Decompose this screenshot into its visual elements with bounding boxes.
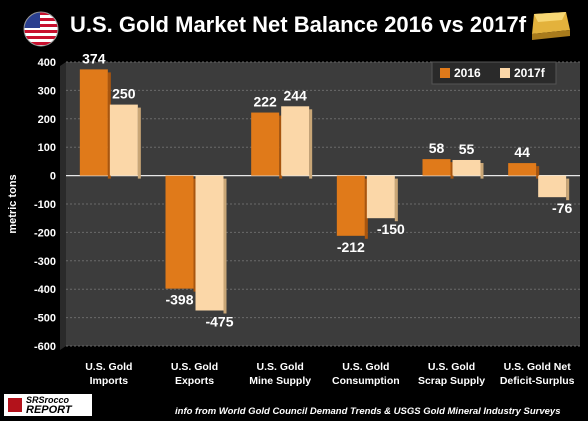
- logo-line1: SRSrocco: [26, 395, 70, 405]
- data-label: -398: [165, 292, 193, 308]
- bar-side: [223, 178, 227, 314]
- bar-side: [309, 109, 313, 179]
- bar-side: [279, 115, 283, 179]
- bar-side: [364, 178, 368, 239]
- y-tick-label: 0: [50, 171, 56, 183]
- bar-2017f: [109, 104, 138, 176]
- bar-2016: [336, 175, 365, 236]
- y-tick-label: -100: [34, 199, 56, 211]
- y-tick-label: 400: [38, 57, 56, 69]
- legend-label-2017f: 2017f: [514, 66, 546, 80]
- x-tick-label: Mine Supply: [249, 375, 311, 387]
- logo-mark-icon: [8, 398, 22, 412]
- x-tick-label: U.S. Gold: [257, 361, 304, 373]
- y-tick-label: -300: [34, 256, 56, 268]
- data-label: -212: [337, 239, 365, 255]
- bar-side: [536, 166, 540, 179]
- legend-box: [431, 61, 557, 85]
- bar-side: [566, 178, 570, 201]
- bar-side: [107, 72, 111, 179]
- x-tick-label: Scrap Supply: [418, 375, 485, 387]
- data-label: 55: [459, 141, 475, 157]
- x-tick-label: U.S. Gold: [342, 361, 389, 373]
- data-label: 44: [514, 144, 530, 160]
- y-tick-label: 100: [38, 142, 56, 154]
- data-label: 222: [253, 94, 277, 110]
- legend-swatch-2017f: [500, 68, 510, 78]
- x-tick-label: U.S. Gold: [171, 361, 218, 373]
- x-tick-label: Imports: [90, 375, 129, 387]
- bar-2016: [165, 175, 194, 289]
- data-label: 58: [429, 140, 445, 156]
- us-flag-icon: [23, 11, 59, 47]
- bar-2017f: [452, 159, 481, 176]
- y-tick-label: -600: [34, 341, 56, 353]
- bar-2016: [79, 69, 108, 176]
- y-tick-label: 300: [38, 85, 56, 97]
- logo-line2: REPORT: [26, 404, 72, 416]
- page-title: U.S. Gold Market Net Balance 2016 vs 201…: [70, 12, 527, 37]
- bar-2017f: [366, 175, 395, 219]
- y-tick-label: -400: [34, 284, 56, 296]
- data-label: -76: [552, 200, 572, 216]
- x-tick-label: Exports: [175, 375, 214, 387]
- bar-2016: [508, 163, 537, 176]
- data-label: 374: [82, 50, 106, 66]
- x-tick-label: U.S. Gold: [85, 361, 132, 373]
- x-tick-label: Consumption: [332, 375, 400, 387]
- bar-2016: [251, 112, 280, 176]
- bar-2017f: [195, 175, 224, 311]
- data-label: -150: [377, 221, 405, 237]
- x-tick-label: U.S. Gold: [428, 361, 475, 373]
- bar-side: [480, 162, 484, 179]
- data-label: 244: [283, 87, 307, 103]
- bar-side: [450, 162, 454, 179]
- bar-2017f: [281, 106, 310, 176]
- bar-side: [394, 178, 398, 222]
- y-tick-label: -500: [34, 313, 56, 325]
- gold-bar-icon: [532, 12, 570, 40]
- source-footnote: info from World Gold Council Demand Tren…: [175, 406, 561, 417]
- data-label: 250: [112, 86, 136, 102]
- legend-swatch-2016: [440, 68, 450, 78]
- bar-side: [193, 178, 197, 292]
- y-axis-label: metric tons: [7, 174, 19, 233]
- bar-2017f: [538, 175, 567, 198]
- y-tick-label: 200: [38, 114, 56, 126]
- y-tick-label: -200: [34, 227, 56, 239]
- x-tick-label: Deficit-Surplus: [500, 375, 575, 387]
- bar-side: [137, 107, 141, 179]
- legend-label-2016: 2016: [454, 66, 481, 80]
- plot-side: [60, 62, 66, 350]
- srsrocco-logo: SRSrocco REPORT: [4, 394, 92, 416]
- bar-2016: [422, 159, 451, 176]
- x-tick-label: U.S. Gold Net: [504, 361, 572, 373]
- data-label: -475: [205, 314, 233, 330]
